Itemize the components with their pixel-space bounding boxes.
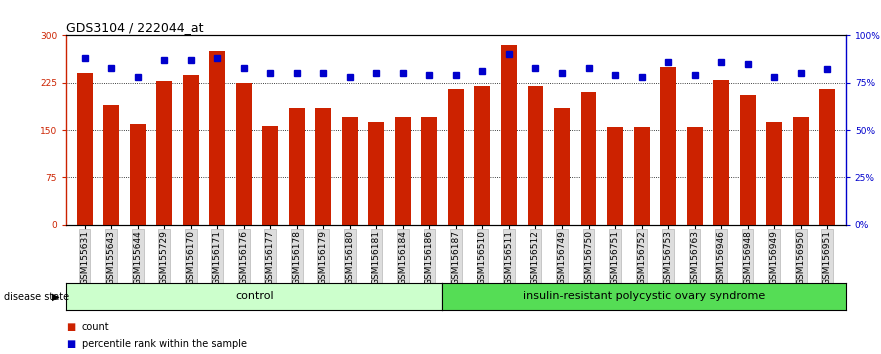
Text: ▶: ▶ <box>52 292 60 302</box>
Text: count: count <box>82 322 109 332</box>
Bar <box>395 118 411 225</box>
Bar <box>633 127 649 225</box>
Bar <box>448 89 464 225</box>
Bar <box>819 89 835 225</box>
Bar <box>581 92 596 225</box>
Bar <box>528 86 544 225</box>
Bar <box>263 126 278 225</box>
Text: ■: ■ <box>66 322 75 332</box>
Text: ■: ■ <box>66 339 75 349</box>
Bar <box>130 124 145 225</box>
Text: GDS3104 / 222044_at: GDS3104 / 222044_at <box>66 21 204 34</box>
Text: disease state: disease state <box>4 292 70 302</box>
Bar <box>342 118 358 225</box>
Bar <box>77 73 93 225</box>
Text: control: control <box>235 291 274 302</box>
Bar <box>182 75 199 225</box>
Bar <box>103 105 119 225</box>
Bar <box>607 127 623 225</box>
Bar <box>686 127 702 225</box>
Bar <box>156 81 172 225</box>
Bar <box>554 108 570 225</box>
Bar <box>236 83 252 225</box>
Bar <box>660 67 676 225</box>
Text: percentile rank within the sample: percentile rank within the sample <box>82 339 247 349</box>
Bar <box>421 118 437 225</box>
Bar <box>289 108 305 225</box>
Bar <box>793 118 809 225</box>
Bar <box>315 108 331 225</box>
Bar <box>501 45 517 225</box>
Text: insulin-resistant polycystic ovary syndrome: insulin-resistant polycystic ovary syndr… <box>523 291 766 302</box>
Bar <box>740 95 756 225</box>
Bar <box>766 122 782 225</box>
Bar <box>475 86 491 225</box>
Bar <box>210 51 226 225</box>
Bar <box>713 80 729 225</box>
Bar <box>368 122 384 225</box>
